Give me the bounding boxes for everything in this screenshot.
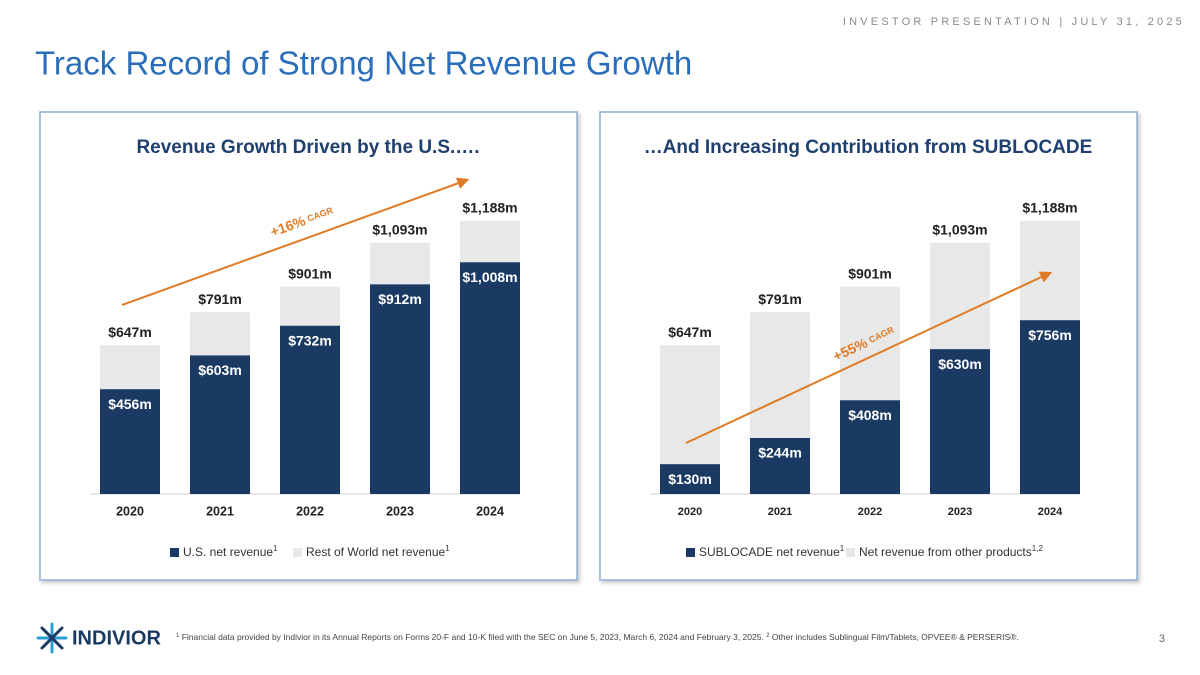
value-label: $244m: [758, 445, 802, 461]
footnote: 1 Financial data provided by Indivior in…: [176, 632, 1019, 642]
value-label: $456m: [108, 396, 152, 412]
legend-name: Net revenue from other products: [859, 545, 1032, 559]
value-label: $732m: [288, 332, 332, 348]
legend-label: U.S. net revenue1: [183, 544, 278, 560]
x-tick-label: 2021: [768, 506, 792, 518]
legend-swatch: [846, 548, 855, 557]
trend-arrow: [685, 271, 1053, 444]
logo-icon: [36, 622, 68, 654]
total-label: $647m: [108, 324, 152, 340]
bar-segment: [840, 400, 900, 494]
bar-segment: [280, 325, 340, 494]
bar-segment: [190, 355, 250, 494]
bar-segment: [190, 312, 250, 356]
bar-segment: [1020, 220, 1080, 321]
chart-title: Revenue Growth Driven by the U.S.….: [136, 137, 479, 158]
x-tick-label: 2020: [116, 504, 144, 518]
bar-segment: [370, 242, 430, 285]
footnote-marker: 2: [766, 633, 770, 639]
footnote-text: Financial data provided by Indivior in i…: [179, 632, 766, 642]
footnote-text: Other includes Sublingual Film/Tablets, …: [770, 632, 1019, 642]
x-tick-label: 2023: [386, 504, 414, 518]
value-label: $912m: [378, 291, 422, 307]
value-label: $630m: [938, 356, 982, 372]
total-label: $1,188m: [462, 199, 517, 215]
legend-swatch: [170, 548, 179, 557]
bar-segment: [460, 262, 520, 494]
value-label: $756m: [1028, 327, 1072, 343]
total-label: $791m: [198, 291, 242, 307]
total-label: $1,093m: [372, 221, 427, 237]
x-tick-label: 2020: [678, 506, 702, 518]
value-label: $1,008m: [462, 269, 517, 285]
bar-segment: [100, 345, 160, 390]
legend-swatch: [686, 548, 695, 557]
legend-label: Rest of World net revenue1: [306, 544, 450, 560]
page-number: 3: [1159, 633, 1165, 645]
header: INVESTOR PRESENTATION | JULY 31, 2025: [843, 16, 1185, 28]
x-tick-label: 2024: [476, 504, 504, 518]
value-label: $408m: [848, 407, 892, 423]
footnote-marker: 1: [176, 633, 180, 639]
bar-segment: [280, 286, 340, 326]
logo-text: INDIVIOR: [72, 627, 161, 649]
total-label: $647m: [668, 324, 712, 340]
legend-footnote-ref: 1,2: [1032, 544, 1044, 553]
total-label: $1,093m: [932, 221, 987, 237]
trend-arrow: [121, 177, 470, 306]
slide-title: Track Record of Strong Net Revenue Growt…: [35, 45, 692, 82]
legend-swatch: [293, 548, 302, 557]
bar-segment: [370, 284, 430, 494]
legend-footnote-ref: 1: [445, 544, 450, 553]
bar-segment: [840, 286, 900, 401]
chart-title: …And Increasing Contribution from SUBLOC…: [644, 137, 1093, 158]
bar-segment: [930, 242, 990, 350]
legend-name: Rest of World net revenue: [306, 545, 446, 559]
x-tick-label: 2021: [206, 504, 234, 518]
legend-name: U.S. net revenue: [183, 545, 273, 559]
bar-segment: [100, 389, 160, 494]
legend-label: Net revenue from other products1,2: [859, 544, 1043, 560]
x-tick-label: 2024: [1038, 506, 1063, 518]
legend-label: SUBLOCADE net revenue1: [699, 544, 845, 560]
value-label: $130m: [668, 471, 712, 487]
bar-segment: [660, 345, 720, 465]
total-label: $901m: [288, 265, 332, 281]
legend-footnote-ref: 1: [273, 544, 278, 553]
total-label: $901m: [848, 265, 892, 281]
bar-segment: [750, 437, 810, 494]
x-tick-label: 2023: [948, 506, 972, 518]
bar-segment: [750, 312, 810, 438]
legend-footnote-ref: 1: [840, 544, 845, 553]
total-label: $1,188m: [1022, 199, 1077, 215]
bar-segment: [660, 464, 720, 494]
bar-segment: [1020, 320, 1080, 494]
x-tick-label: 2022: [858, 506, 882, 518]
legend-name: SUBLOCADE net revenue: [699, 545, 840, 559]
total-label: $791m: [758, 291, 802, 307]
value-label: $603m: [198, 362, 242, 378]
bar-segment: [460, 220, 520, 263]
bar-segment: [930, 349, 990, 494]
x-tick-label: 2022: [296, 504, 324, 518]
